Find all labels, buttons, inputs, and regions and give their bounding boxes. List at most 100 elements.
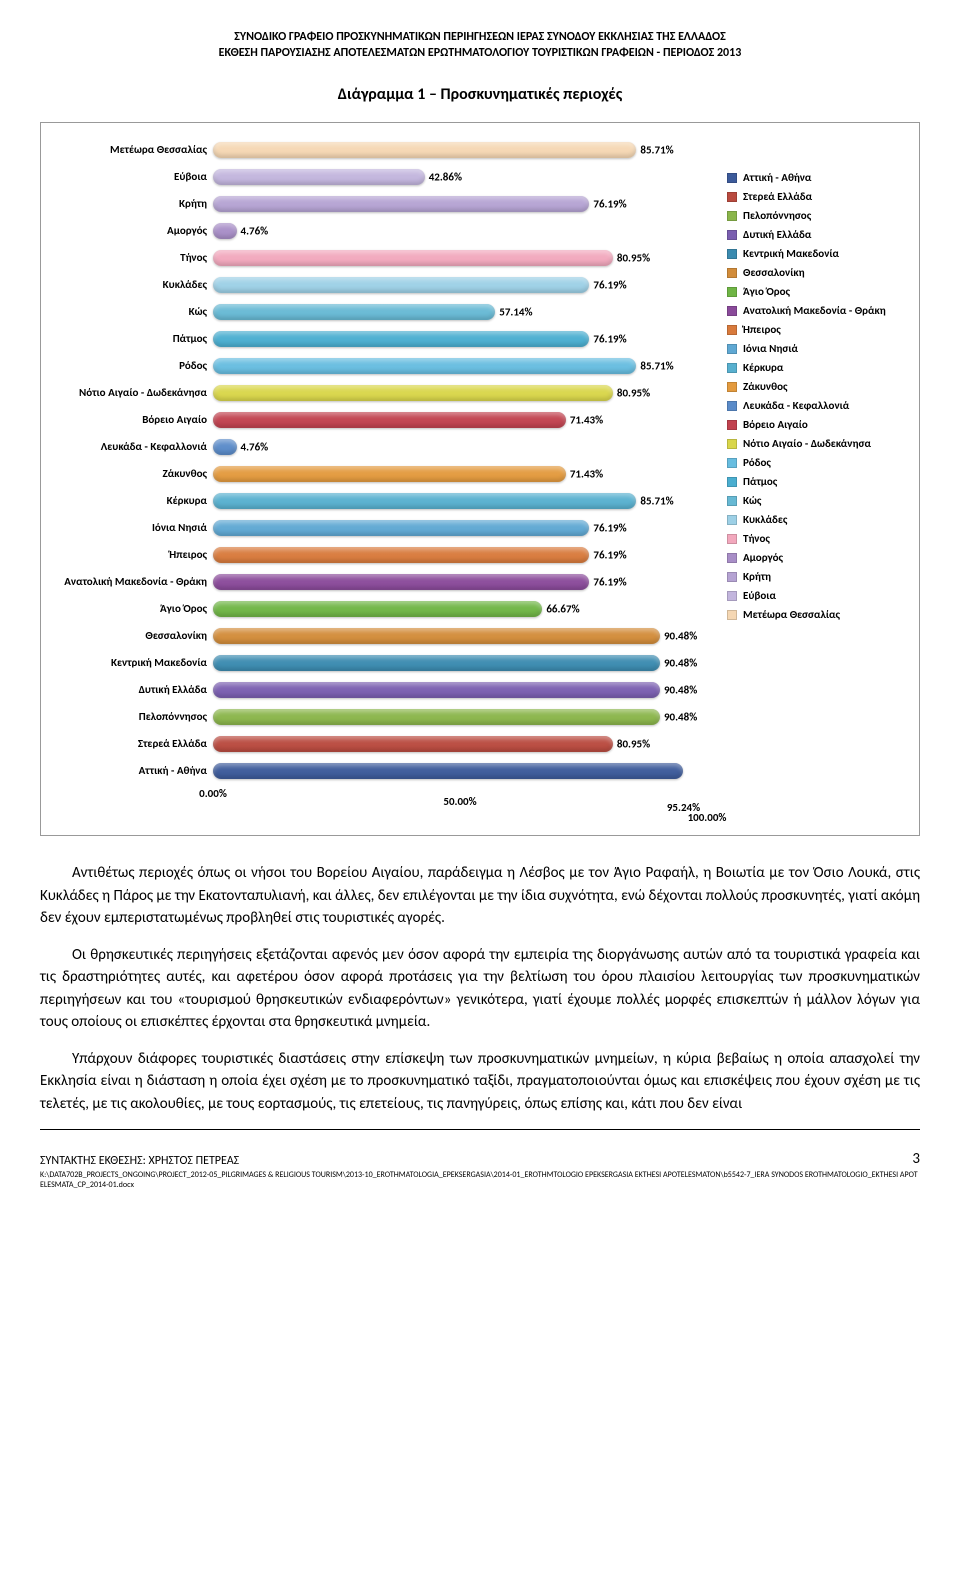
legend-label: Αττική - Αθήνα [743,171,811,184]
bar-label: Λευκάδα - Κεφαλλονιά [53,440,213,453]
legend-label: Κρήτη [743,570,771,583]
bar-track: 57.14% [213,304,707,320]
legend-item: Ανατολική Μακεδονία - Θράκη [727,304,907,317]
footer-author: ΣΥΝΤΑΚΤΗΣ ΕΚΘΕΣΗΣ: ΧΡΗΣΤΟΣ ΠΕΤΡΕΑΣ [40,1154,239,1168]
legend-swatch [727,572,737,582]
bar-fill: 76.19% [213,574,589,590]
bar-label: Ζάκυνθος [53,467,213,480]
bar-fill: 76.19% [213,277,589,293]
legend-label: Νότιο Αιγαίο - Δωδεκάνησα [743,437,871,450]
legend-item: Ζάκυνθος [727,380,907,393]
paragraph-1: Αντιθέτως περιοχές όπως οι νήσοι του Βορ… [40,862,920,930]
bar-row: Εύβοια42.86% [53,164,707,189]
legend-swatch [727,439,737,449]
bar-row: Μετέωρα Θεσσαλίας85.71% [53,137,707,162]
footer-path: K:\DATA702B_PROJECTS_ONGOING\PROJECT_201… [40,1170,920,1190]
body-text: Αντιθέτως περιοχές όπως οι νήσοι του Βορ… [40,862,920,1115]
bar-track: 85.71% [213,358,707,374]
bar-label: Αμοργός [53,224,213,237]
legend-swatch [727,230,737,240]
bar-label: Κρήτη [53,197,213,210]
bar-label: Εύβοια [53,170,213,183]
legend-swatch [727,553,737,563]
bar-fill: 71.43% [213,466,566,482]
header-line-2: ΕΚΘΕΣΗ ΠΑΡΟΥΣΙΑΣΗΣ ΑΠΟΤΕΛΕΣΜΑΤΩΝ ΕΡΩΤΗΜΑ… [40,46,920,62]
axis-extra-tick: 95.24% [667,801,700,814]
bar-track: 76.19% [213,277,707,293]
legend-label: Εύβοια [743,589,776,602]
bar-value: 76.19% [593,575,626,588]
bar-fill: 85.71% [213,358,636,374]
bar-track: 90.48% [213,628,707,644]
legend-label: Μετέωρα Θεσσαλίας [743,608,840,621]
legend-swatch [727,363,737,373]
bar-label: Ήπειρος [53,548,213,561]
legend-swatch [727,534,737,544]
bar-fill: 76.19% [213,196,589,212]
legend-label: Τήνος [743,532,770,545]
bar-track: 76.19% [213,331,707,347]
legend-label: Πάτμος [743,475,777,488]
bar-track: 42.86% [213,169,707,185]
bar-fill: 71.43% [213,412,566,428]
legend-swatch [727,268,737,278]
bar-row: Πελοπόννησος90.48% [53,704,707,729]
legend-item: Ήπειρος [727,323,907,336]
page-number: 3 [912,1150,920,1168]
bar-fill: 80.95% [213,736,613,752]
bar-row: Κυκλάδες76.19% [53,272,707,297]
bar-fill: 76.19% [213,547,589,563]
bar-label: Δυτική Ελλάδα [53,683,213,696]
legend-swatch [727,477,737,487]
footer: ΣΥΝΤΑΚΤΗΣ ΕΚΘΕΣΗΣ: ΧΡΗΣΤΟΣ ΠΕΤΡΕΑΣ 3 [40,1150,920,1168]
bar-value: 90.48% [664,710,697,723]
axis-tick: 50.00% [443,795,476,808]
legend-swatch [727,610,737,620]
bar-label: Πελοπόννησος [53,710,213,723]
legend-swatch [727,287,737,297]
bar-row: Νότιο Αιγαίο - Δωδεκάνησα80.95% [53,380,707,405]
bar-row: Δυτική Ελλάδα90.48% [53,677,707,702]
bar-value: 80.95% [617,386,650,399]
bar-fill: 42.86% [213,169,425,185]
bar-track: 76.19% [213,196,707,212]
bar-value: 85.71% [640,359,673,372]
bar-label: Κυκλάδες [53,278,213,291]
legend-item: Κρήτη [727,570,907,583]
legend-label: Κέρκυρα [743,361,783,374]
bar-value: 80.95% [617,251,650,264]
legend-item: Αττική - Αθήνα [727,171,907,184]
legend-label: Ζάκυνθος [743,380,787,393]
bar-label: Ανατολική Μακεδονία - Θράκη [53,575,213,588]
bar-row: Ζάκυνθος71.43% [53,461,707,486]
bar-row: Άγιο Όρος66.67% [53,596,707,621]
bar-label: Ρόδος [53,359,213,372]
legend-item: Πάτμος [727,475,907,488]
bar-row: Αττική - Αθήνα [53,758,707,783]
bar-value: 80.95% [617,737,650,750]
bar-row: Λευκάδα - Κεφαλλονιά4.76% [53,434,707,459]
bar-row: Κώς57.14% [53,299,707,324]
bar-fill: 85.71% [213,142,636,158]
legend-swatch [727,211,737,221]
bar-track: 76.19% [213,574,707,590]
bar-track: 4.76% [213,439,707,455]
bar-value: 76.19% [593,332,626,345]
bar-fill: 90.48% [213,709,660,725]
bar-value: 71.43% [570,467,603,480]
legend-item: Ιόνια Νησιά [727,342,907,355]
bar-fill: 90.48% [213,628,660,644]
bar-label: Κώς [53,305,213,318]
bar-fill: 4.76% [213,439,237,455]
paragraph-2: Οι θρησκευτικές περιηγήσεις εξετάζονται … [40,944,920,1034]
legend-swatch [727,420,737,430]
bar-label: Θεσσαλονίκη [53,629,213,642]
legend-item: Λευκάδα - Κεφαλλονιά [727,399,907,412]
bar-fill: 90.48% [213,682,660,698]
legend-swatch [727,249,737,259]
bar-row: Θεσσαλονίκη90.48% [53,623,707,648]
bar-row: Τήνος80.95% [53,245,707,270]
bar-track: 66.67% [213,601,707,617]
bar-value: 76.19% [593,278,626,291]
legend-item: Ρόδος [727,456,907,469]
